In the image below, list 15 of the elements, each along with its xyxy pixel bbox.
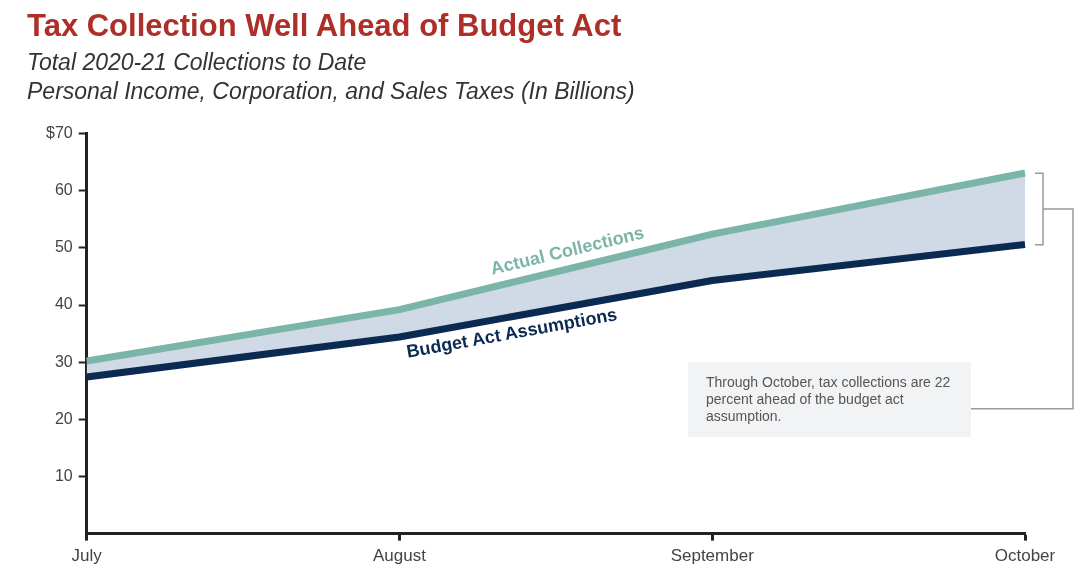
y-tick-label: 40	[54, 295, 73, 313]
x-tick-label: October	[994, 546, 1056, 566]
text: Budget Act Assumptions	[404, 304, 619, 362]
annotation: Through October, tax collections are 22 percent ahead of the budget act assumption.	[688, 361, 971, 437]
x-tick-label: August	[372, 546, 427, 566]
y-tick-label: 10	[54, 466, 73, 484]
y-tick-label: $70	[45, 124, 73, 142]
y-tick-label: 20	[54, 409, 73, 427]
chart-title: Tax Collection Well Ahead of Budget Act	[27, 8, 622, 44]
x-tick-label: September	[670, 546, 755, 566]
y-tick-label: 50	[54, 238, 73, 256]
chart-subtitle: Total 2020-21 Collections to Date Personal Income, Corporation, and Sales Taxes (In Billions)	[27, 48, 635, 106]
x-tick-label: July	[71, 546, 103, 566]
y-tick-label: 30	[54, 352, 73, 370]
y-tick-label: 60	[54, 181, 73, 199]
